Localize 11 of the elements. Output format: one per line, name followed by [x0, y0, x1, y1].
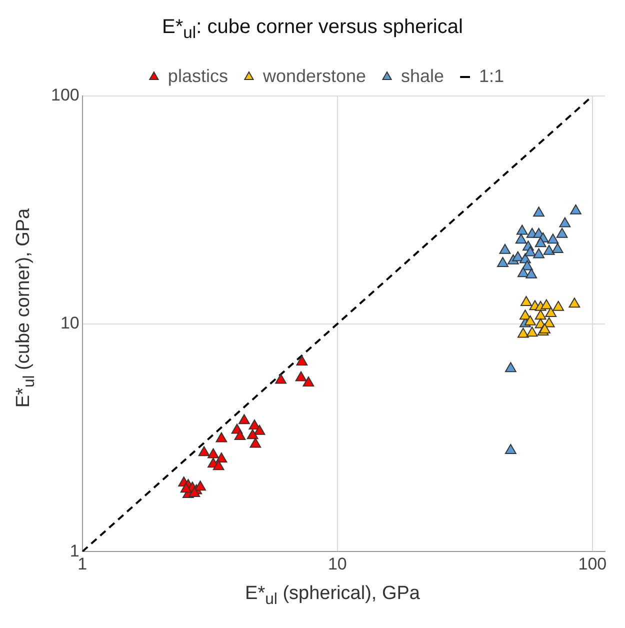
y-tick-label: 100: [50, 86, 80, 105]
legend-label: shale: [401, 66, 444, 86]
legend-label: wonderstone: [262, 66, 366, 86]
x-tick-label: 10: [328, 554, 347, 574]
y-tick-label: 10: [60, 313, 80, 332]
x-tick-label: 100: [578, 554, 607, 574]
chart-title: E*$_{ul}$: cube corner versus spherical: [161, 16, 464, 43]
y-tick-label: 1: [70, 541, 80, 560]
legend-label: plastics: [168, 66, 228, 86]
legend-label: 1:1: [479, 66, 504, 86]
x-axis-title: E*$_{ul}$ (spherical), GPa: [244, 583, 421, 609]
